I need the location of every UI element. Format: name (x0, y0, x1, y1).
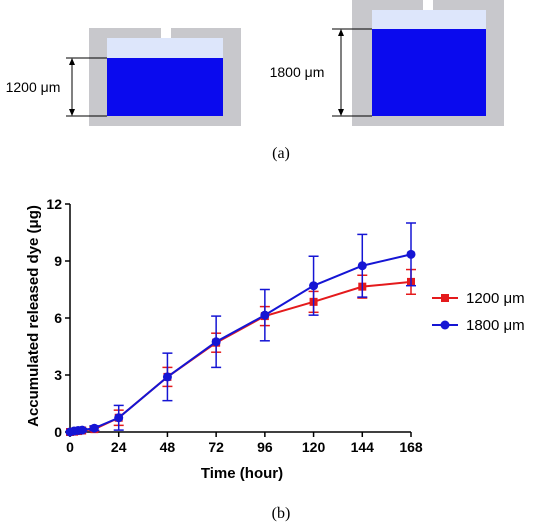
y-tick-label: 9 (54, 253, 62, 269)
series-1800-point (114, 413, 124, 423)
right-thickness-label: 1800 μm (270, 64, 325, 80)
right-device: 1800 μm (270, 0, 504, 126)
series-1800-point (260, 310, 270, 320)
series-1800-point (357, 261, 367, 271)
x-tick-label: 120 (302, 439, 326, 455)
left-vent-hole (161, 28, 171, 38)
series-1800-point (211, 337, 221, 347)
left-cap-layer (107, 38, 223, 58)
right-dye-reservoir (372, 29, 486, 116)
panel-a: 1200 μm 1800 μm (a) (6, 0, 504, 162)
y-tick-label: 0 (54, 424, 62, 440)
series-1800-point (309, 281, 319, 291)
right-cap-layer (372, 10, 486, 29)
legend-item-1800-marker (440, 320, 450, 330)
left-thickness-label: 1200 μm (6, 79, 61, 95)
series-1800-point (77, 425, 87, 435)
x-tick-label: 144 (351, 439, 375, 455)
x-tick-label: 96 (257, 439, 273, 455)
y-tick-label: 12 (46, 196, 62, 212)
x-tick-label: 24 (111, 439, 127, 455)
x-tick-label: 0 (66, 439, 74, 455)
panel-b-caption: (b) (272, 505, 291, 522)
left-dye-reservoir (107, 58, 223, 116)
y-tick-label: 6 (54, 310, 62, 326)
x-tick-label: 72 (208, 439, 224, 455)
series-1800-point (406, 249, 416, 259)
y-tick-label: 3 (54, 367, 62, 383)
series-1800-point (89, 423, 99, 433)
legend-item-1800-label: 1800 μm (466, 317, 525, 334)
x-tick-label: 48 (160, 439, 176, 455)
x-axis-label: Time (hour) (201, 465, 283, 482)
legend: 1200 μm 1800 μm (432, 290, 525, 334)
left-arrow-down-icon (69, 109, 75, 116)
right-arrow-down-icon (338, 109, 344, 116)
y-axis-label: Accumulated released dye (μg) (25, 205, 42, 427)
legend-item-1200-label: 1200 μm (466, 290, 525, 307)
series-1800-point (162, 372, 172, 382)
panel-a-caption: (a) (272, 145, 290, 162)
right-vent-hole (423, 0, 433, 10)
right-arrow-up-icon (338, 29, 344, 36)
left-arrow-up-icon (69, 58, 75, 65)
legend-item-1200-marker (441, 294, 449, 302)
x-tick-label: 168 (399, 439, 423, 455)
left-device: 1200 μm (6, 28, 241, 126)
series-1800-group (65, 222, 416, 437)
